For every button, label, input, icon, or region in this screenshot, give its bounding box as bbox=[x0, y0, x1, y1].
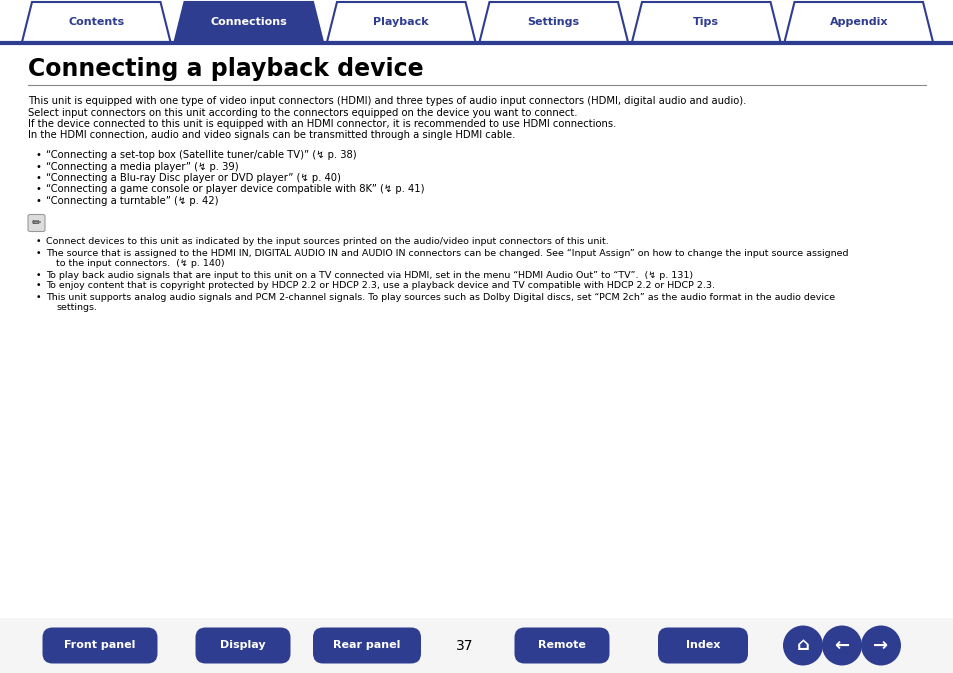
Text: •: • bbox=[36, 150, 42, 160]
Text: To play back audio signals that are input to this unit on a TV connected via HDM: To play back audio signals that are inpu… bbox=[46, 271, 693, 279]
Text: The source that is assigned to the HDMI IN, DIGITAL AUDIO IN and AUDIO IN connec: The source that is assigned to the HDMI … bbox=[46, 248, 847, 258]
Text: •: • bbox=[36, 162, 42, 172]
Text: Tips: Tips bbox=[693, 17, 719, 27]
Polygon shape bbox=[631, 2, 780, 42]
FancyBboxPatch shape bbox=[195, 627, 291, 664]
Text: “Connecting a set-top box (Satellite tuner/cable TV)” (↯ p. 38): “Connecting a set-top box (Satellite tun… bbox=[46, 150, 356, 160]
Text: To enjoy content that is copyright protected by HDCP 2.2 or HDCP 2.3, use a play: To enjoy content that is copyright prote… bbox=[46, 281, 714, 291]
Text: •: • bbox=[36, 196, 42, 206]
Text: •: • bbox=[36, 248, 42, 258]
Text: Display: Display bbox=[220, 641, 266, 651]
Text: Contents: Contents bbox=[68, 17, 124, 27]
Text: •: • bbox=[36, 293, 42, 302]
Text: Select input connectors on this unit according to the connectors equipped on the: Select input connectors on this unit acc… bbox=[28, 108, 577, 118]
Text: In the HDMI connection, audio and video signals can be transmitted through a sin: In the HDMI connection, audio and video … bbox=[28, 131, 515, 141]
Bar bbox=[0, 618, 953, 673]
Text: •: • bbox=[36, 184, 42, 194]
FancyBboxPatch shape bbox=[43, 627, 157, 664]
Text: Rear panel: Rear panel bbox=[333, 641, 400, 651]
Text: “Connecting a game console or player device compatible with 8K” (↯ p. 41): “Connecting a game console or player dev… bbox=[46, 184, 424, 194]
Text: “Connecting a Blu-ray Disc player or DVD player” (↯ p. 40): “Connecting a Blu-ray Disc player or DVD… bbox=[46, 173, 340, 183]
Text: If the device connected to this unit is equipped with an HDMI connector, it is r: If the device connected to this unit is … bbox=[28, 119, 616, 129]
Polygon shape bbox=[479, 2, 627, 42]
Text: “Connecting a turntable” (↯ p. 42): “Connecting a turntable” (↯ p. 42) bbox=[46, 196, 218, 206]
Text: →: → bbox=[873, 637, 887, 655]
Circle shape bbox=[782, 625, 822, 666]
Polygon shape bbox=[783, 2, 932, 42]
Text: “Connecting a media player” (↯ p. 39): “Connecting a media player” (↯ p. 39) bbox=[46, 162, 238, 172]
Circle shape bbox=[861, 625, 900, 666]
Polygon shape bbox=[22, 2, 171, 42]
Text: •: • bbox=[36, 271, 42, 279]
Text: •: • bbox=[36, 238, 42, 246]
Text: 37: 37 bbox=[456, 639, 474, 653]
Polygon shape bbox=[174, 2, 323, 42]
FancyBboxPatch shape bbox=[313, 627, 420, 664]
Text: Playback: Playback bbox=[373, 17, 429, 27]
Text: Connections: Connections bbox=[211, 17, 287, 27]
FancyBboxPatch shape bbox=[28, 215, 45, 232]
Text: Settings: Settings bbox=[527, 17, 579, 27]
Circle shape bbox=[821, 625, 862, 666]
Text: Connecting a playback device: Connecting a playback device bbox=[28, 57, 423, 81]
Polygon shape bbox=[327, 2, 475, 42]
Text: Appendix: Appendix bbox=[828, 17, 887, 27]
Text: ✏: ✏ bbox=[31, 218, 41, 228]
FancyBboxPatch shape bbox=[514, 627, 609, 664]
Text: ←: ← bbox=[834, 637, 849, 655]
Text: Remote: Remote bbox=[537, 641, 585, 651]
Text: to the input connectors.  (↯ p. 140): to the input connectors. (↯ p. 140) bbox=[56, 260, 224, 269]
Text: •: • bbox=[36, 173, 42, 183]
Text: This unit is equipped with one type of video input connectors (HDMI) and three t: This unit is equipped with one type of v… bbox=[28, 96, 745, 106]
Text: settings.: settings. bbox=[56, 304, 97, 312]
FancyBboxPatch shape bbox=[658, 627, 747, 664]
Text: •: • bbox=[36, 281, 42, 291]
Text: Connect devices to this unit as indicated by the input sources printed on the au: Connect devices to this unit as indicate… bbox=[46, 238, 608, 246]
Text: This unit supports analog audio signals and PCM 2-channel signals. To play sourc: This unit supports analog audio signals … bbox=[46, 293, 834, 302]
Text: ⌂: ⌂ bbox=[796, 637, 808, 655]
Text: Index: Index bbox=[685, 641, 720, 651]
Text: Front panel: Front panel bbox=[64, 641, 135, 651]
